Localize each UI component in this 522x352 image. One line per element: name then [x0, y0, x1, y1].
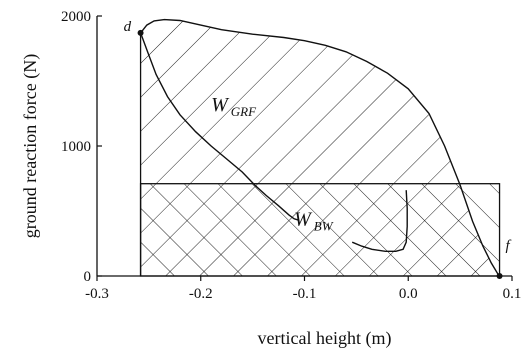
hook-trace-line	[351, 190, 408, 252]
x-tick-label: -0.3	[85, 286, 109, 302]
bw-region-label: W BW	[294, 208, 334, 233]
y-tick-label: 0	[84, 269, 92, 285]
y-tick-label: 2000	[61, 9, 91, 25]
point-d-marker	[137, 29, 144, 36]
y-tick-label: 1000	[61, 139, 91, 155]
x-tick-label: -0.1	[293, 286, 317, 302]
x-axis-title: vertical height (m)	[258, 328, 392, 349]
x-tick-label: -0.2	[189, 286, 213, 302]
descending-trace-line	[139, 32, 299, 221]
grf-curve-line	[140, 18, 501, 277]
y-axis-title: ground reaction force (N)	[20, 54, 41, 238]
x-tick-label: 0.1	[503, 286, 522, 302]
point-f-label: f	[506, 238, 512, 254]
point-d-label: d	[124, 19, 132, 35]
grf-region-label: W GRF	[211, 94, 257, 119]
point-f-marker	[496, 273, 503, 279]
x-tick-label: 0.0	[399, 286, 418, 302]
